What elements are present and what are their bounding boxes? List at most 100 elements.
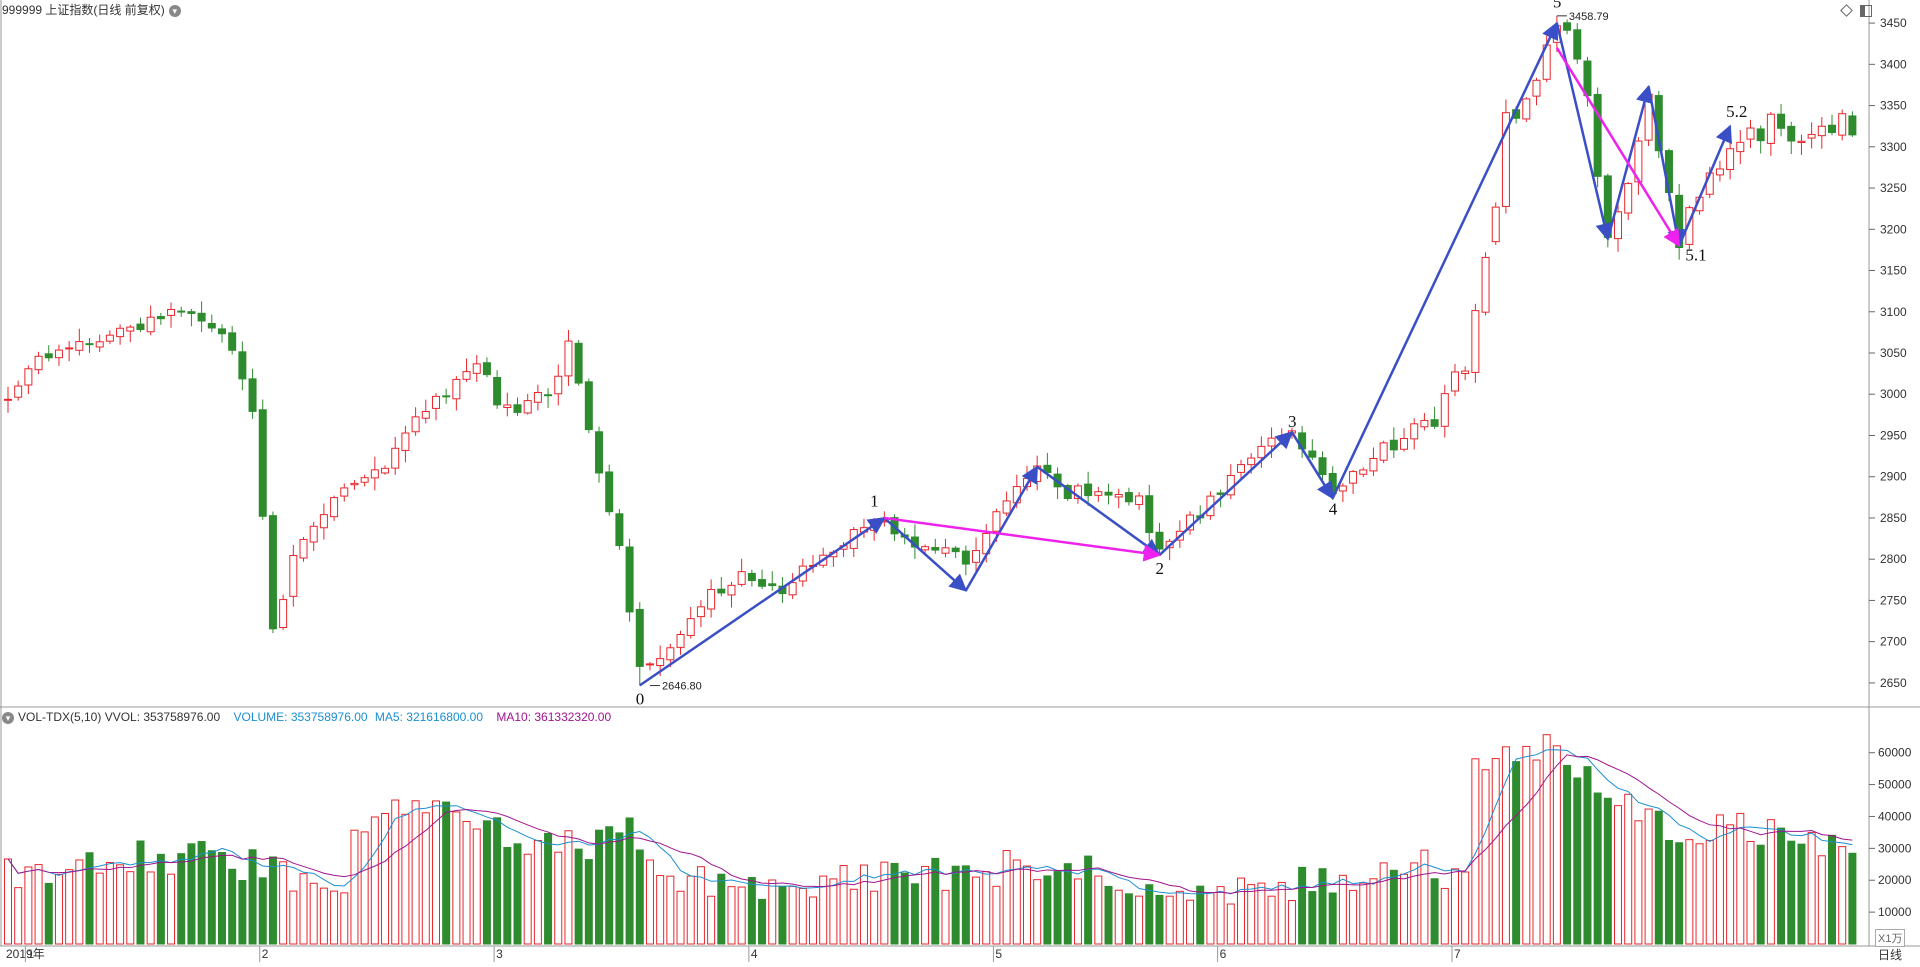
volume-bar [788, 885, 797, 945]
volume-bar [289, 890, 298, 945]
volume-bar [656, 875, 665, 945]
volume-bar [829, 878, 838, 945]
volume-bar [1124, 893, 1133, 945]
candle-body [228, 332, 237, 351]
candle-body [340, 487, 349, 497]
volume-bar [1715, 814, 1724, 945]
volume-bar [1807, 831, 1816, 945]
candle-body [941, 547, 950, 554]
volume-bar [1308, 891, 1317, 945]
volume-bar [299, 873, 308, 945]
candle-body [1471, 310, 1480, 373]
candle-body [177, 310, 186, 313]
volume-bar [1583, 766, 1592, 945]
volume-bar [1542, 734, 1551, 945]
volume-bar [1450, 868, 1459, 945]
volume-indicator-header[interactable]: ▾ VOL-TDX(5,10) VVOL: 353758976.00 VOLUME… [2, 710, 611, 724]
candle-body [462, 371, 471, 380]
candle-body [299, 538, 308, 559]
volume-bar [1695, 843, 1704, 945]
volume-bar [758, 898, 767, 945]
candle-body [1766, 113, 1775, 144]
price-tick-label: 3250 [1880, 181, 1907, 195]
indicator-ma10: MA10: 361332320.00 [496, 710, 612, 724]
volume-bar [1675, 842, 1684, 945]
volume-bar [1766, 819, 1775, 945]
volume-bar [1226, 903, 1235, 945]
volume-bar [1828, 834, 1837, 945]
candle-body [1002, 500, 1011, 514]
volume-bar [1624, 793, 1633, 945]
volume-bar [105, 861, 114, 945]
panel-layout-icon[interactable] [1860, 4, 1873, 17]
chart-title-bar[interactable]: 999999 上证指数(日线 前复权) ▾ [2, 3, 181, 17]
candle-body [1084, 483, 1093, 497]
volume-bar [452, 811, 461, 945]
price-tick-label: 3300 [1880, 140, 1907, 154]
candle-body [513, 404, 522, 413]
volume-bar [1777, 827, 1786, 945]
volume-bar [197, 841, 206, 945]
impulse-wave-segment [964, 465, 1039, 592]
volume-bar [666, 875, 675, 945]
volume-bar [961, 865, 970, 945]
volume-bar [1135, 895, 1144, 945]
volume-bar [972, 876, 981, 945]
volume-bar [1338, 874, 1347, 945]
candle-body [645, 663, 654, 666]
volume-bar [992, 885, 1001, 945]
period-label[interactable]: 日线 [1878, 948, 1903, 962]
volume-bar [330, 890, 339, 945]
candle-body [34, 355, 43, 371]
candle-body [54, 349, 63, 359]
volume-bar [1563, 764, 1572, 945]
candle-body [544, 394, 553, 397]
wave-label: 3 [1288, 412, 1297, 431]
candle-body [1135, 495, 1144, 505]
price-tick-label: 3200 [1880, 222, 1907, 236]
volume-bar [217, 852, 226, 945]
candle-body [1593, 93, 1602, 177]
volume-bar [554, 851, 563, 945]
chevron-down-icon[interactable]: ▾ [168, 4, 181, 17]
candle-body [1777, 113, 1786, 129]
candle-body [1267, 437, 1276, 447]
candle-body [564, 340, 573, 377]
volume-tick-label: 20000 [1878, 873, 1912, 887]
volume-bar [717, 873, 726, 945]
candle-body [24, 368, 33, 386]
month-label: 1 [27, 947, 34, 961]
candle-body [1369, 457, 1378, 472]
candle-body [768, 583, 777, 587]
price-tick-label: 2800 [1880, 552, 1907, 566]
volume-bar [1298, 866, 1307, 945]
volume-bar [34, 864, 43, 945]
month-label: 5 [995, 947, 1002, 961]
impulse-wave-segment [639, 516, 886, 687]
volume-bar [625, 817, 634, 945]
volume-bar [319, 887, 328, 945]
candle-body [1797, 140, 1806, 144]
candle-body [1145, 495, 1154, 533]
candle-body [268, 515, 277, 630]
volume-bar [1522, 745, 1531, 945]
volume-bar [941, 889, 950, 945]
chevron-down-icon[interactable]: ▾ [2, 711, 14, 724]
candle-body [1481, 256, 1490, 313]
volume-bar [951, 865, 960, 945]
volume-bar [900, 872, 909, 945]
volume-bar [1603, 797, 1612, 945]
volume-bar [472, 828, 481, 945]
candle-body [1308, 450, 1317, 458]
volume-bar [1073, 878, 1082, 945]
volume-bar [1104, 885, 1113, 945]
candle-body [146, 316, 155, 333]
volume-bar [14, 887, 23, 945]
volume-bar [1002, 850, 1011, 945]
candle-body [391, 447, 400, 469]
volume-bar [1175, 890, 1184, 945]
volume-bar [116, 864, 125, 945]
volume-bar [564, 830, 573, 945]
candle-body [319, 514, 328, 529]
